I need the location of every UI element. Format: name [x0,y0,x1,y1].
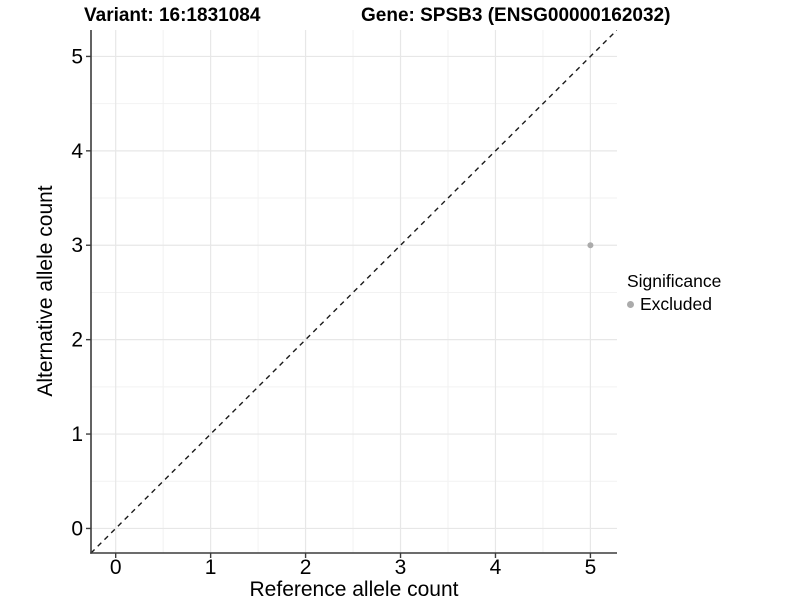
y-tick-label: 2 [71,329,83,352]
identity-reference-line [91,30,617,553]
y-tick-label: 0 [71,517,83,540]
x-tick-label: 0 [110,556,122,579]
x-tick-label: 2 [300,556,312,579]
y-tick-label: 4 [71,140,83,163]
data-point [587,242,594,249]
x-tick-label: 5 [585,556,597,579]
x-axis-title: Reference allele count [249,578,459,600]
y-tick-label: 1 [71,423,83,446]
variant-title: Variant: 16:1831084 [84,5,261,26]
y-tick-label: 3 [71,234,83,257]
legend-point-icon [627,301,634,308]
x-tick-label: 1 [205,556,217,579]
x-tick-label: 3 [395,556,407,579]
y-tick-label: 5 [71,45,83,68]
legend-item-label: Excluded [640,294,712,314]
legend-item-excluded: Excluded [627,294,721,315]
legend: Significance Excluded [627,271,721,315]
gene-title: Gene: SPSB3 (ENSG00000162032) [361,5,671,26]
y-axis-title: Alternative allele count [34,185,57,397]
x-tick-label: 4 [490,556,502,579]
legend-title: Significance [627,271,722,291]
